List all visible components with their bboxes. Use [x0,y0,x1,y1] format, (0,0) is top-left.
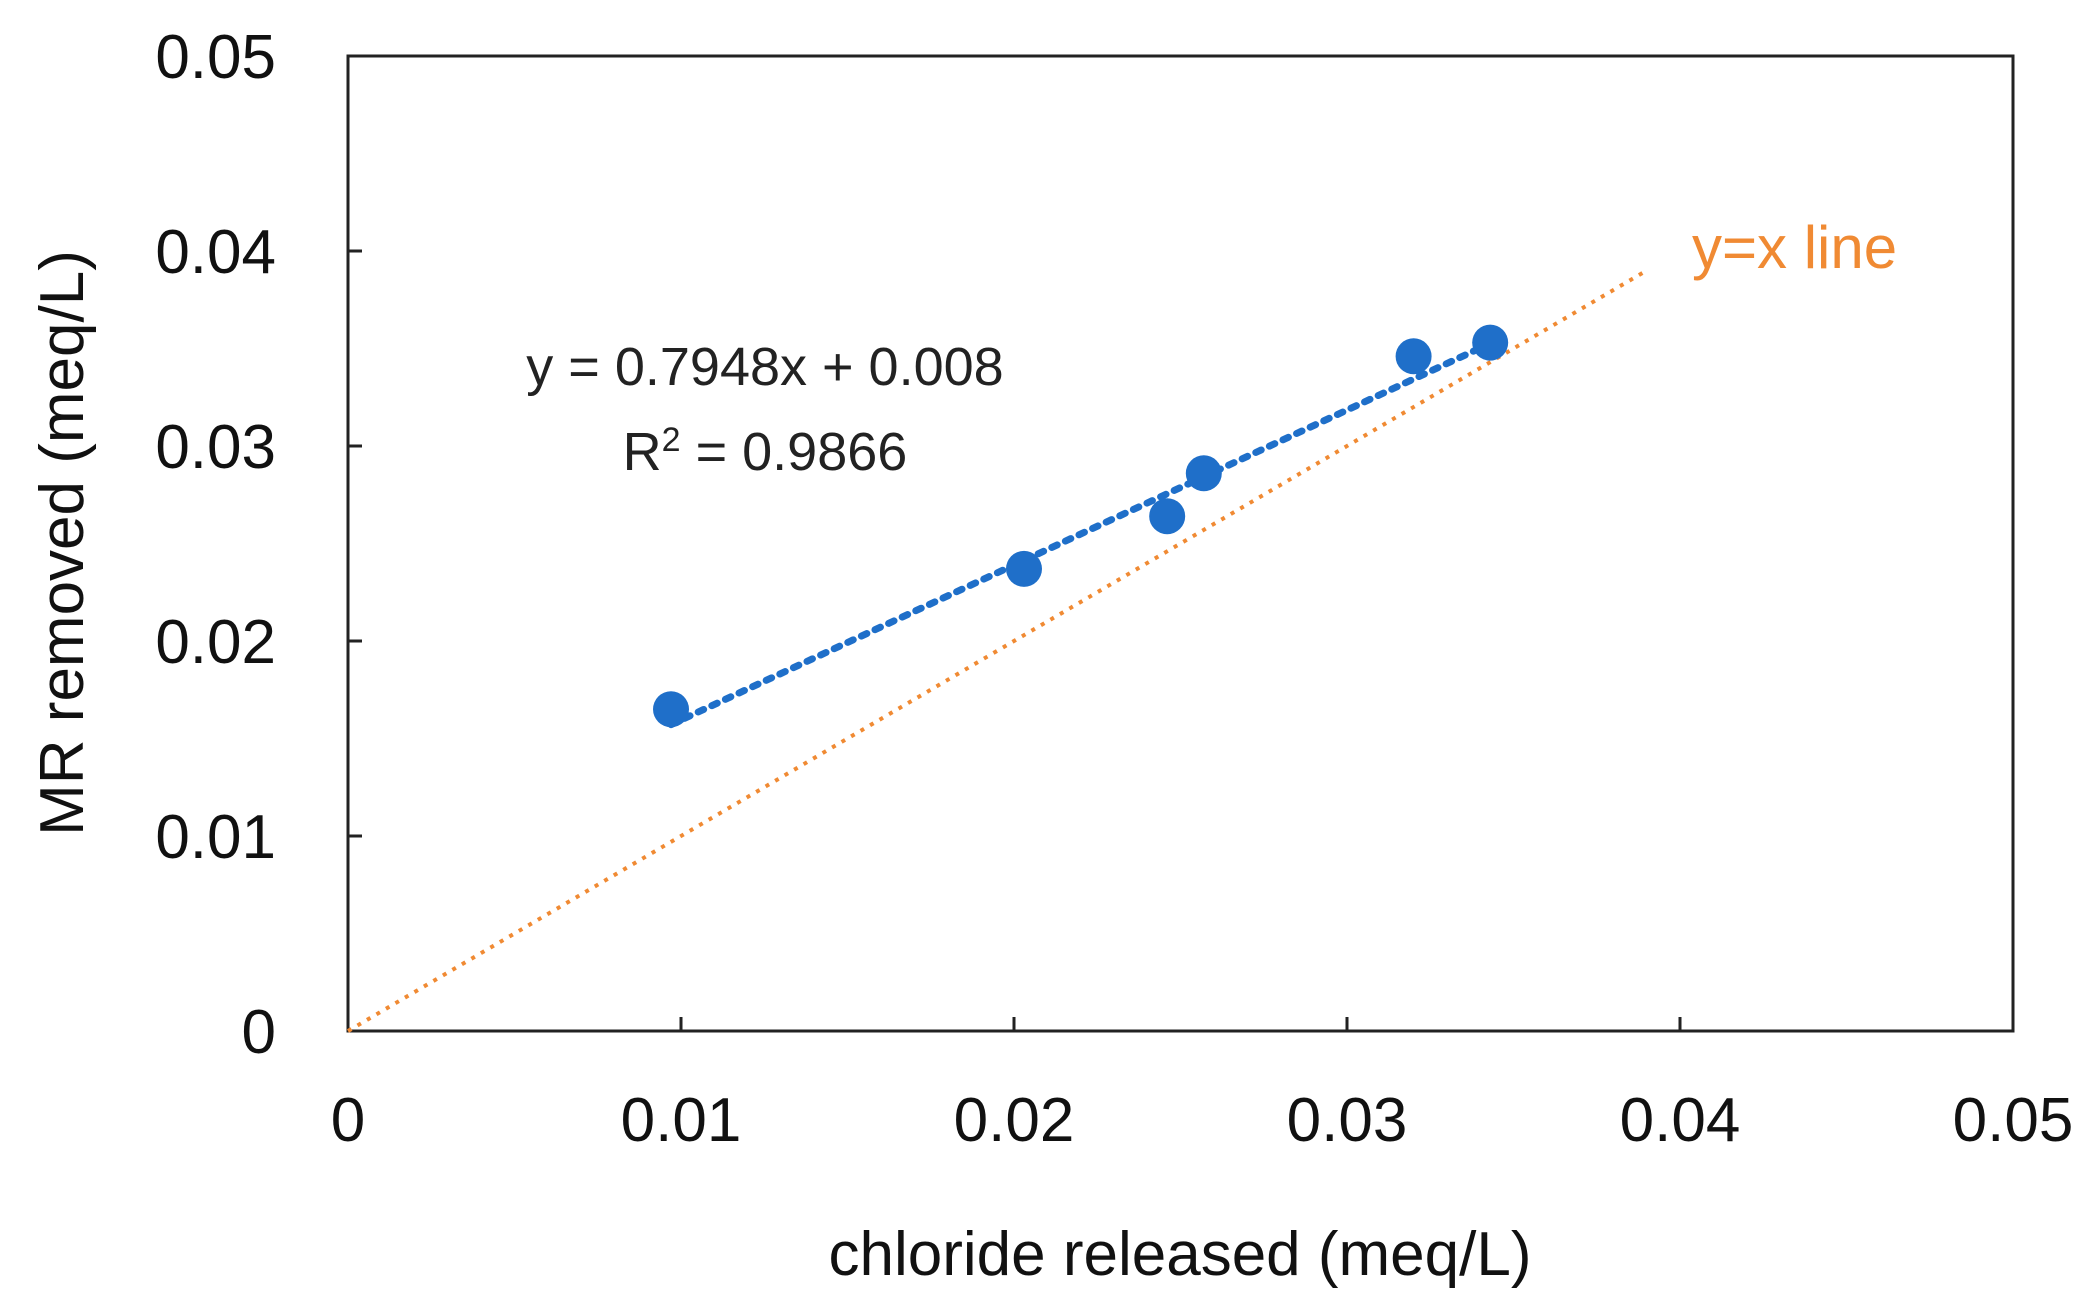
reference-line-label: y=x line [1692,214,1897,281]
reference-line [346,268,1648,1033]
r-squared-label: R2 = 0.9866 [623,421,908,482]
x-tick-label: 0.04 [1620,1086,1741,1155]
plot-area-frame [346,54,2015,1033]
reference-line-group [346,268,1648,1033]
y-tick-label: 0 [242,998,276,1067]
x-axis-ticks: 0 0.01 0.02 0.03 0.04 0.05 [331,1017,2074,1155]
data-point [653,691,690,728]
data-points [653,324,1509,728]
y-tick-label: 0.01 [155,803,276,872]
data-point [1005,550,1042,587]
y-axis-title: MR removed (meq/L) [28,250,97,836]
x-tick-label: 0.03 [1287,1086,1408,1155]
trendline-group [667,339,1494,729]
x-tick-label: 0.05 [1953,1086,2074,1155]
equation-label: y = 0.7948x + 0.008 [526,337,1003,397]
y-tick-label: 0.05 [155,23,276,92]
y-tick-label: 0.04 [155,218,276,287]
x-axis-title: chloride released (meq/L) [828,1220,1531,1289]
y-tick-label: 0.02 [155,608,276,677]
trendline [667,339,1494,729]
x-tick-label: 0 [331,1086,365,1155]
x-tick-label: 0.01 [621,1086,742,1155]
y-tick-label: 0.03 [155,413,276,482]
x-tick-label: 0.02 [954,1086,1075,1155]
data-point [1149,498,1186,535]
data-point [1185,455,1222,492]
data-point [1395,338,1432,375]
y-axis-ticks: 0 0.01 0.02 0.03 0.04 0.05 [155,23,362,1067]
data-point [1472,324,1509,361]
